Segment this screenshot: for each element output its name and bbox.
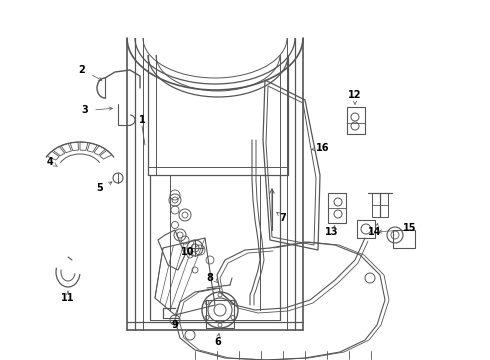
Text: 8: 8 [207, 273, 214, 283]
Text: 7: 7 [280, 213, 286, 223]
Text: 11: 11 [61, 293, 75, 303]
Text: 15: 15 [403, 223, 417, 233]
Text: 6: 6 [215, 337, 221, 347]
Text: 3: 3 [82, 105, 88, 115]
Text: 13: 13 [325, 227, 339, 237]
Text: 2: 2 [78, 65, 85, 75]
Text: 12: 12 [348, 90, 362, 100]
Text: 1: 1 [139, 115, 146, 125]
Text: 5: 5 [97, 183, 103, 193]
Text: 9: 9 [172, 320, 178, 330]
Text: 16: 16 [316, 143, 330, 153]
Text: 4: 4 [47, 157, 53, 167]
Text: 14: 14 [368, 227, 382, 237]
Text: 10: 10 [181, 247, 195, 257]
